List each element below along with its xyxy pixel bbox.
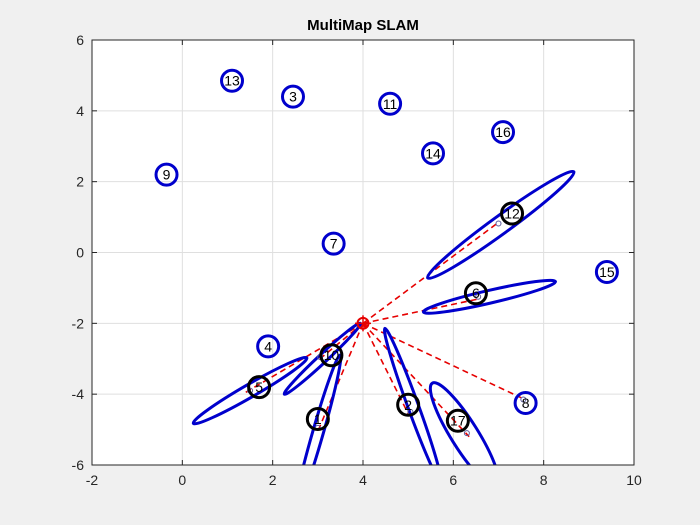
landmark-label: 3 bbox=[289, 89, 297, 105]
landmark: 7 bbox=[321, 231, 346, 256]
landmark: 8 bbox=[513, 391, 538, 416]
x-tick-label: 10 bbox=[626, 472, 642, 488]
covariance-ellipse bbox=[293, 353, 343, 465]
y-tick-label: 0 bbox=[76, 245, 84, 261]
landmark-circle bbox=[445, 408, 470, 433]
landmark: 5 bbox=[247, 375, 272, 400]
y-tick-label: -6 bbox=[72, 457, 85, 473]
landmark: 13 bbox=[220, 68, 245, 93]
observation-ray bbox=[362, 322, 470, 438]
landmark-circle bbox=[305, 406, 330, 431]
landmark-label: 14 bbox=[425, 145, 441, 161]
landmark: 14 bbox=[421, 141, 446, 166]
landmark-circle bbox=[319, 343, 344, 368]
landmark: 2 bbox=[396, 392, 421, 417]
landmark: 11 bbox=[378, 91, 403, 116]
landmark-label: 2 bbox=[404, 397, 412, 413]
landmark: 3 bbox=[280, 84, 305, 109]
landmark-circle bbox=[463, 281, 488, 306]
landmark-circle bbox=[280, 84, 305, 109]
estimate-mark bbox=[463, 430, 470, 437]
landmark: 9 bbox=[154, 162, 179, 187]
landmark-circle bbox=[321, 231, 346, 256]
chart-title: MultiMap SLAM bbox=[307, 17, 419, 34]
landmark-label: 7 bbox=[330, 236, 338, 252]
estimate-mark bbox=[495, 220, 502, 227]
landmark-label: 13 bbox=[224, 73, 240, 89]
landmark-circle bbox=[513, 391, 538, 416]
landmark-label: 10 bbox=[324, 347, 340, 363]
landmark-circle bbox=[491, 120, 516, 145]
estimate-mark bbox=[520, 396, 527, 403]
landmark-circle bbox=[396, 392, 421, 417]
landmark-label: 12 bbox=[504, 206, 520, 222]
landmark: 16 bbox=[491, 120, 516, 145]
y-tick-label: 4 bbox=[76, 103, 84, 119]
covariance-ellipse bbox=[425, 169, 576, 280]
x-tick-label: 2 bbox=[269, 472, 277, 488]
covariance-ellipse bbox=[428, 381, 501, 465]
landmark: 12 bbox=[500, 201, 525, 226]
landmark: 6 bbox=[463, 281, 488, 306]
landmark-circle bbox=[421, 141, 446, 166]
y-tick-label: -2 bbox=[72, 315, 85, 331]
axis-ticks: -2 0 2 4 6 8 10 -6 -4 -2 0 2 4 6 bbox=[72, 32, 642, 488]
landmark-label: 11 bbox=[383, 96, 398, 112]
landmark-circle bbox=[247, 375, 272, 400]
landmark-label: 8 bbox=[522, 395, 530, 411]
estimate-mark bbox=[475, 293, 482, 300]
landmark-label: 16 bbox=[495, 124, 511, 140]
observation-ray bbox=[362, 322, 522, 399]
landmark-label: 5 bbox=[255, 379, 263, 395]
landmark-label: 17 bbox=[450, 413, 466, 429]
y-tick-label: -4 bbox=[72, 386, 85, 402]
x-tick-label: 0 bbox=[178, 472, 186, 488]
landmark-circle bbox=[500, 201, 525, 226]
landmark: 17 bbox=[445, 408, 470, 433]
robot-marker bbox=[355, 315, 371, 332]
covariance-ellipse bbox=[421, 278, 557, 315]
landmark-label: 1 bbox=[314, 411, 322, 427]
landmark-circle bbox=[220, 68, 245, 93]
landmark-label: 15 bbox=[599, 264, 615, 280]
observation-ray bbox=[362, 297, 481, 325]
landmark: 1 bbox=[305, 406, 330, 431]
landmark-label: 6 bbox=[472, 285, 480, 301]
x-tick-label: 8 bbox=[540, 472, 548, 488]
x-tick-label: 6 bbox=[449, 472, 457, 488]
landmark: 15 bbox=[594, 259, 619, 284]
landmark-label: 9 bbox=[163, 167, 171, 183]
y-tick-label: 2 bbox=[76, 174, 84, 190]
landmark: 4 bbox=[256, 334, 281, 359]
landmark: 10 bbox=[319, 343, 344, 368]
landmark-label: 4 bbox=[264, 338, 272, 354]
landmark-circle bbox=[594, 259, 619, 284]
x-tick-label: 4 bbox=[359, 472, 367, 488]
x-tick-label: -2 bbox=[86, 472, 99, 488]
landmark-circle bbox=[378, 91, 403, 116]
y-tick-label: 6 bbox=[76, 32, 84, 48]
landmark-circle bbox=[256, 334, 281, 359]
landmark-circle bbox=[154, 162, 179, 187]
